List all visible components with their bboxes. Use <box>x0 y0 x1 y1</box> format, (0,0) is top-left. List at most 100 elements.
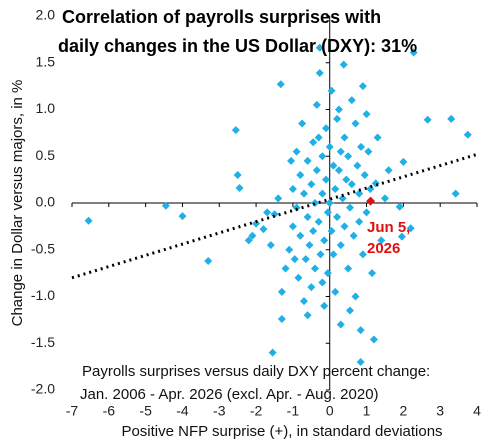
scatter-point <box>329 161 338 170</box>
scatter-point <box>373 133 382 142</box>
y-tick-label: -0.5 <box>31 240 55 256</box>
scatter-point <box>409 48 418 57</box>
scatter-point <box>307 283 316 292</box>
scatter-point <box>322 175 331 184</box>
scatter-point <box>315 69 324 78</box>
y-tick-label: 0.5 <box>36 147 56 163</box>
scatter-point <box>285 245 294 254</box>
scatter-point <box>356 357 365 366</box>
scatter-point <box>339 60 348 69</box>
scatter-point <box>397 232 406 241</box>
scatter-point <box>178 212 187 221</box>
scatter-point <box>303 213 312 222</box>
scatter-point <box>395 202 404 211</box>
y-tick-label: -1.0 <box>31 287 55 303</box>
scatter-point <box>347 180 356 189</box>
scatter-point <box>309 227 318 236</box>
scatter-point <box>318 189 327 198</box>
scatter-point <box>362 110 371 119</box>
highlight-label: Jun 5, <box>367 219 410 236</box>
scatter-point <box>327 86 336 95</box>
scatter-point <box>331 287 340 296</box>
scatter-point <box>366 184 375 193</box>
x-tick-label: -4 <box>176 403 189 419</box>
scatter-point <box>336 147 345 156</box>
scatter-point <box>303 311 312 320</box>
x-tick-label: 4 <box>473 403 481 419</box>
scatter-point <box>344 264 353 273</box>
y-tick-label: 2.0 <box>36 7 56 23</box>
scatter-point <box>292 147 301 156</box>
scatter-point <box>344 152 353 161</box>
scatter-point <box>296 231 305 240</box>
scatter-point <box>331 184 340 193</box>
scatter-point <box>355 189 364 198</box>
scatter-point <box>377 236 386 245</box>
scatter-point <box>371 179 380 188</box>
scatter-point <box>357 142 366 151</box>
scatter-point <box>290 255 299 264</box>
scatter-point <box>309 138 318 147</box>
scatter-point <box>327 227 336 236</box>
scatter-point <box>336 241 345 250</box>
scatter-point <box>447 114 456 123</box>
scatter-point <box>423 115 432 124</box>
scatter-point <box>362 208 371 217</box>
scatter-point <box>276 80 285 89</box>
x-tick-label: -7 <box>66 403 79 419</box>
x-tick-label: 1 <box>363 403 371 419</box>
x-tick-label: -6 <box>103 403 116 419</box>
scatter-point <box>311 264 319 273</box>
scatter-point <box>274 194 283 203</box>
scatter-point <box>235 184 244 193</box>
scatter-point <box>233 170 242 179</box>
x-tick-label: -2 <box>250 403 263 419</box>
scatter-point <box>277 287 286 296</box>
scatter-point <box>342 175 351 184</box>
y-axis-title: Change in Dollar versus majors, in % <box>9 80 26 327</box>
scatter-point <box>204 256 213 265</box>
scatter-point <box>347 96 356 105</box>
scatter-point <box>299 189 308 198</box>
scatter-point <box>298 119 307 128</box>
highlight-label: 2026 <box>367 240 400 257</box>
scatter-point <box>360 170 369 179</box>
scatter-point <box>316 250 325 259</box>
scatter-point <box>263 208 272 217</box>
y-tick-label: 1.5 <box>36 53 56 69</box>
x-tick-label: 3 <box>436 403 444 419</box>
scatter-point <box>333 213 342 222</box>
scatter-point <box>333 114 342 123</box>
chart-title: daily changes in the US Dollar (DXY): 31… <box>58 36 417 56</box>
trend-line <box>71 152 478 280</box>
scatter-point <box>301 255 310 264</box>
scatter-point <box>355 217 364 226</box>
scatter-point <box>305 241 314 250</box>
scatter-point <box>320 301 329 310</box>
scatter-point <box>248 231 257 240</box>
scatter-point <box>320 236 329 245</box>
scatter-point <box>244 236 253 245</box>
scatter-point <box>338 194 347 203</box>
scatter-point <box>296 170 305 179</box>
annotation: Jan. 2006 - Apr. 2026 (excl. Apr. - Aug.… <box>80 386 379 403</box>
scatter-point <box>303 156 312 165</box>
scatter-point <box>259 225 268 234</box>
scatter-point <box>292 203 301 212</box>
x-tick-label: -3 <box>213 403 226 419</box>
scatter-point <box>266 241 275 250</box>
scatter-point <box>318 152 327 161</box>
y-tick-label: -2.0 <box>31 381 55 397</box>
scatter-point <box>336 320 345 329</box>
scatter-point <box>314 217 323 226</box>
chart-title: Correlation of payrolls surprises with <box>62 7 381 27</box>
scatter-point <box>358 250 367 259</box>
y-tick-label: 0.0 <box>36 194 56 210</box>
scatter-point <box>315 43 324 52</box>
scatter-point <box>351 292 360 301</box>
scatter-point <box>325 199 334 207</box>
scatter-point <box>277 314 286 323</box>
scatter-point <box>349 231 358 240</box>
scatter-point <box>351 119 360 128</box>
